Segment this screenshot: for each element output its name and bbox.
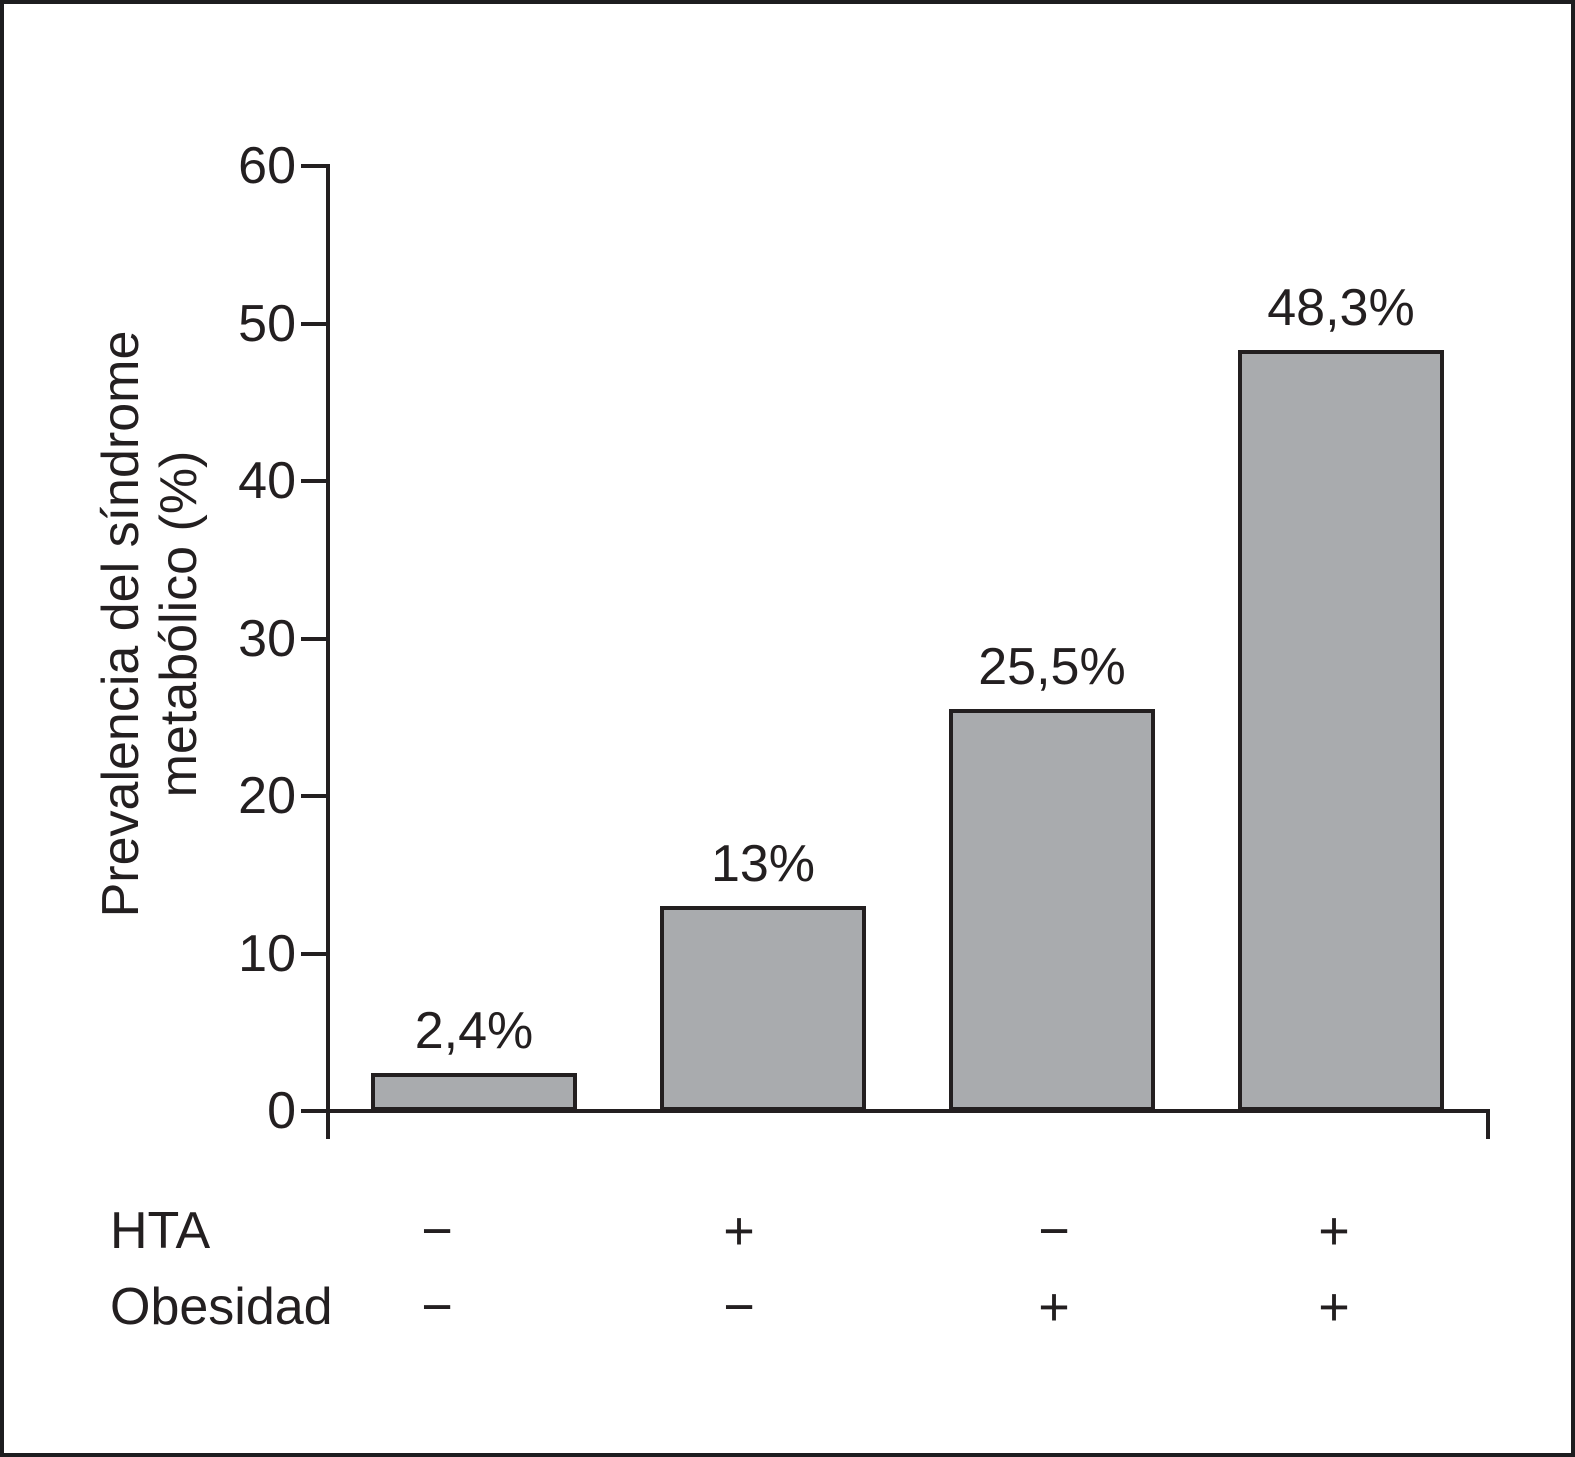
- y-axis-line: [326, 164, 330, 1139]
- bar-value-label: 48,3%: [1267, 279, 1415, 337]
- sign-hta-col4: +: [1318, 1201, 1350, 1261]
- sign-obesidad-col4: +: [1318, 1277, 1350, 1337]
- sign-obesidad-col2: −: [723, 1277, 755, 1337]
- sign-obesidad-col1: −: [421, 1277, 453, 1337]
- bar-value-label: 25,5%: [978, 638, 1126, 696]
- row-header-hta: HTA: [110, 1202, 211, 1260]
- row-header-obesidad: Obesidad: [110, 1278, 333, 1336]
- y-tick-label: 20: [238, 767, 296, 825]
- x-axis-line: [301, 1109, 1490, 1113]
- y-tick-label: 10: [238, 924, 296, 983]
- bar-value-label: 13%: [710, 835, 816, 893]
- bar: [949, 709, 1155, 1111]
- y-tick-label: 30: [238, 609, 296, 668]
- sign-hta-col2: +: [723, 1201, 755, 1261]
- y-tick-mark: [301, 951, 326, 956]
- y-tick-mark: [301, 636, 326, 641]
- y-tick-label: 50: [238, 294, 296, 353]
- bar: [371, 1073, 577, 1111]
- x-axis-end-tick: [1486, 1109, 1490, 1139]
- sign-hta-col3: −: [1038, 1201, 1070, 1261]
- y-tick-label: 0: [267, 1082, 296, 1140]
- y-axis-title-line1: Prevalencia del síndrome: [92, 330, 150, 918]
- y-tick-label: 40: [238, 452, 296, 510]
- y-tick-label: 60: [238, 137, 296, 195]
- sign-hta-col1: −: [421, 1201, 453, 1261]
- y-tick-mark: [301, 164, 326, 168]
- sign-obesidad-col3: +: [1038, 1277, 1070, 1337]
- bar: [1238, 350, 1444, 1111]
- bar: [660, 906, 866, 1111]
- y-tick-mark: [301, 479, 326, 483]
- bar-value-label: 2,4%: [414, 1002, 534, 1060]
- y-tick-mark: [301, 1109, 326, 1113]
- y-tick-mark: [301, 794, 326, 798]
- y-tick-mark: [301, 321, 326, 326]
